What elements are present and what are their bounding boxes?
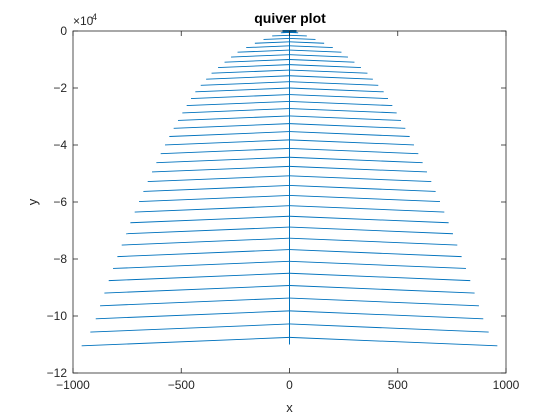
quiver-arrow-left bbox=[169, 131, 290, 137]
quiver-arrow-right bbox=[289, 49, 342, 53]
quiver-arrow-right bbox=[289, 272, 471, 282]
quiver-arrow-right bbox=[289, 175, 432, 183]
quiver-arrow-left bbox=[147, 175, 290, 183]
y-tick-label: −6 bbox=[53, 195, 67, 209]
quiver-arrow-left bbox=[95, 310, 290, 320]
quiver-arrow-right bbox=[289, 226, 453, 235]
quiver-arrow-left bbox=[224, 59, 290, 63]
chart-title: quiver plot bbox=[254, 10, 326, 26]
quiver-arrow-right bbox=[289, 194, 440, 203]
quiver-arrow-right bbox=[289, 323, 489, 333]
x-axis-ticks: −1000 −500 0 500 1000 bbox=[56, 31, 520, 392]
quiver-arrow-right bbox=[289, 100, 393, 107]
quiver-arrow-left bbox=[200, 81, 290, 86]
quiver-arrow-left bbox=[254, 41, 290, 44]
y-tick-label: −2 bbox=[53, 81, 67, 95]
quiver-arrow-left bbox=[134, 205, 290, 213]
quiver-arrow-left bbox=[117, 249, 290, 258]
x-tick-label: −500 bbox=[168, 378, 195, 392]
quiver-arrow-left bbox=[152, 165, 290, 173]
quiver-arrow-left bbox=[121, 237, 290, 246]
quiver-arrow-right bbox=[289, 285, 475, 294]
quiver-arrow-right bbox=[289, 131, 410, 137]
quiver-arrow-left bbox=[164, 139, 290, 146]
quiver-arrow-left bbox=[126, 226, 290, 235]
quiver-arrow-right bbox=[289, 205, 445, 213]
quiver-arrow-left bbox=[139, 194, 290, 203]
quiver-arrow-right bbox=[289, 94, 389, 100]
y-axis-ticks: −12 −10 −8 −6 −4 −2 0 bbox=[47, 24, 506, 380]
quiver-arrow-right bbox=[289, 81, 379, 86]
quiver-arrow-left bbox=[156, 156, 290, 164]
quiver-arrow-left bbox=[113, 260, 290, 269]
quiver-arrow-left bbox=[182, 108, 290, 114]
quiver-arrow-right bbox=[289, 123, 406, 129]
quiver-arrow-left bbox=[272, 34, 290, 37]
quiver-arrow-left bbox=[100, 297, 290, 307]
y-tick-label: −12 bbox=[47, 366, 68, 380]
quiver-arrow-left bbox=[211, 69, 290, 74]
quiver-arrow-left bbox=[177, 115, 290, 121]
quiver-arrow-right bbox=[289, 108, 397, 114]
y-axis-exponent: ×10 4 bbox=[73, 12, 97, 28]
x-tick-label: 0 bbox=[286, 378, 293, 392]
quiver-arrow-right bbox=[289, 237, 458, 246]
quiver-arrow-right bbox=[289, 115, 402, 121]
quiver-arrow-right bbox=[289, 45, 333, 49]
quiver-arrow-right bbox=[289, 185, 436, 192]
y-tick-label: −10 bbox=[47, 309, 68, 323]
quiver-arrow-left bbox=[90, 323, 290, 333]
quiver-arrow-right bbox=[289, 69, 368, 74]
y-axis-label: y bbox=[25, 198, 40, 205]
quiver-arrow-right bbox=[289, 64, 361, 68]
quiver-arrow-left bbox=[186, 100, 290, 107]
quiver-arrow-left bbox=[237, 49, 290, 53]
quiver-arrow-right bbox=[289, 75, 373, 80]
quiver-arrow-right bbox=[289, 165, 427, 173]
quiver-arrow-left bbox=[218, 64, 290, 68]
quiver-arrow-right bbox=[289, 336, 498, 347]
x-axis-label: x bbox=[286, 400, 293, 415]
quiver-arrow-left bbox=[81, 336, 290, 347]
quiver-arrow-right bbox=[289, 297, 479, 307]
y-tick-label: 0 bbox=[60, 24, 67, 38]
quiver-arrow-left bbox=[108, 272, 290, 282]
quiver-arrow-left bbox=[143, 185, 290, 192]
quiver-arrow-left bbox=[246, 45, 290, 49]
quiver-arrows bbox=[81, 30, 498, 347]
quiver-arrow-right bbox=[289, 215, 449, 224]
quiver-arrow-right bbox=[289, 37, 316, 40]
quiver-arrow-left bbox=[173, 123, 290, 129]
quiver-arrow-left bbox=[130, 215, 290, 224]
quiver-arrow-left bbox=[195, 87, 290, 93]
quiver-arrow-right bbox=[289, 54, 348, 58]
y-exponent-power: 4 bbox=[92, 12, 97, 22]
quiver-arrow-right bbox=[289, 156, 423, 164]
quiver-arrow-left bbox=[104, 285, 290, 294]
quiver-arrow-right bbox=[289, 59, 355, 63]
y-tick-label: −4 bbox=[53, 138, 67, 152]
x-tick-label: 500 bbox=[388, 378, 408, 392]
quiver-arrow-right bbox=[289, 147, 419, 155]
quiver-arrow-left bbox=[160, 147, 290, 155]
quiver-arrow-right bbox=[289, 139, 415, 146]
x-tick-label: −1000 bbox=[56, 378, 90, 392]
x-tick-label: 1000 bbox=[493, 378, 520, 392]
quiver-arrow-right bbox=[289, 310, 484, 320]
quiver-arrow-left bbox=[190, 94, 290, 100]
y-tick-label: −8 bbox=[53, 252, 67, 266]
y-exponent-base: ×10 bbox=[73, 14, 94, 28]
quiver-arrow-right bbox=[289, 249, 462, 258]
quiver-arrow-right bbox=[289, 260, 466, 269]
quiver-arrow-right bbox=[289, 34, 307, 37]
quiver-arrow-left bbox=[231, 54, 290, 58]
quiver-arrow-left bbox=[263, 37, 290, 40]
quiver-arrow-right bbox=[289, 41, 325, 44]
quiver-arrow-right bbox=[289, 87, 384, 93]
quiver-arrow-left bbox=[206, 75, 290, 80]
